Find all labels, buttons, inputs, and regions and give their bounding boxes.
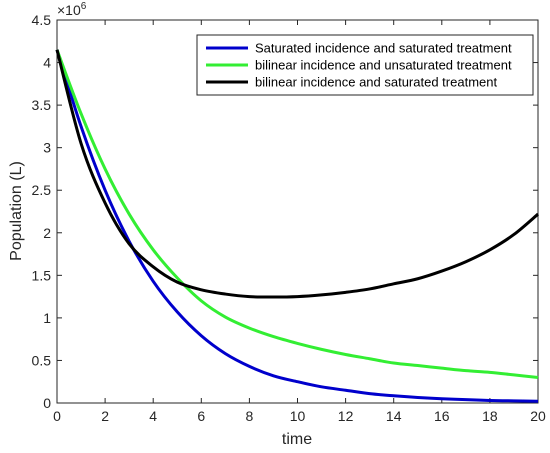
x-tick-label: 10 — [290, 408, 306, 424]
x-tick-label: 8 — [246, 408, 254, 424]
x-tick-label: 4 — [149, 408, 157, 424]
y-multiplier: ×106 — [57, 1, 87, 18]
x-tick-label: 20 — [530, 408, 546, 424]
y-tick-label: 1.5 — [32, 267, 52, 283]
series-layer — [55, 49, 539, 403]
x-tick-label: 14 — [386, 408, 402, 424]
x-tick-label: 16 — [434, 408, 450, 424]
y-tick-label: 0.5 — [32, 352, 52, 368]
y-multiplier-exponent: 6 — [81, 1, 87, 12]
y-tick-label: 3.5 — [32, 97, 52, 113]
y-tick-label: 1 — [43, 310, 51, 326]
y-tick-label: 4 — [43, 55, 51, 71]
legend-box — [196, 34, 534, 96]
axis-ticks: 0 2 4 6 8 10 12 14 16 18 20 0 0.5 1 1.5 2 2.5 3 3.5 4 4.5 — [32, 12, 546, 424]
y-tick-label: 2.5 — [32, 182, 52, 198]
series-line-2 — [55, 49, 539, 299]
legend-label-2: bilinear incidence and saturated treatme… — [255, 75, 497, 90]
y-axis-label: Population (L) — [8, 161, 25, 261]
y-tick-label: 2 — [43, 225, 51, 241]
x-axis-label: time — [282, 431, 312, 448]
y-tick-label: 4.5 — [32, 12, 52, 28]
x-tick-label: 0 — [53, 408, 61, 424]
y-tick-label: 3 — [43, 140, 51, 156]
x-tick-label: 2 — [101, 408, 109, 424]
x-tick-label: 12 — [338, 408, 354, 424]
legend-label-1: bilinear incidence and unsaturated treat… — [255, 58, 512, 73]
y-tick-label: 0 — [43, 395, 51, 411]
x-tick-label: 6 — [197, 408, 205, 424]
series-line-1 — [55, 49, 539, 379]
legend: Saturated incidence and saturated treatm… — [196, 34, 534, 96]
legend-label-0: Saturated incidence and saturated treatm… — [255, 41, 512, 56]
legend-items: Saturated incidence and saturated treatm… — [206, 41, 512, 90]
x-tick-label: 18 — [482, 408, 498, 424]
